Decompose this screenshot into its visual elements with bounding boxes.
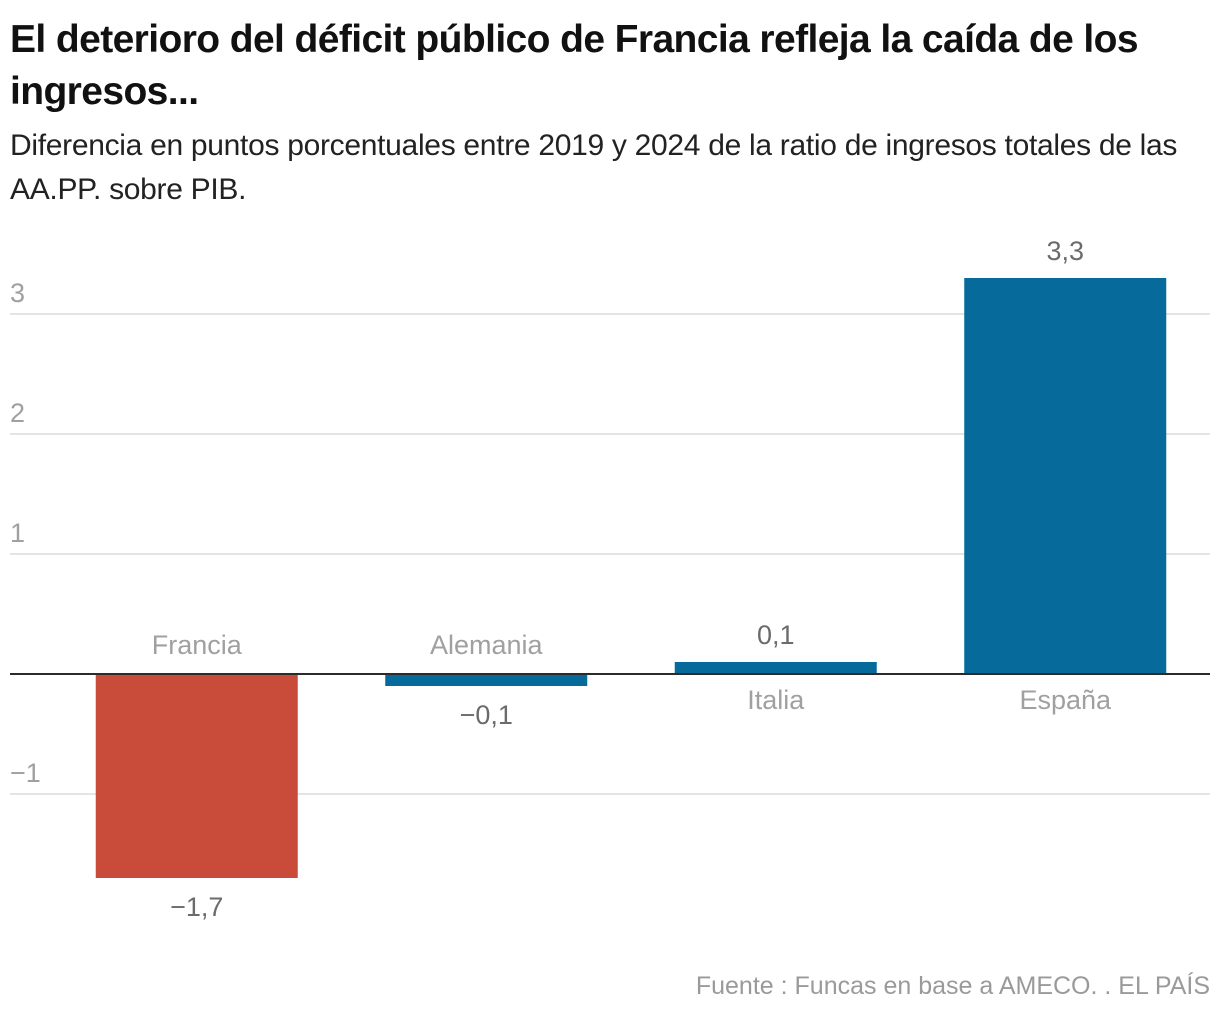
- category-label: Italia: [747, 685, 805, 715]
- bar-italia: [674, 662, 877, 674]
- y-tick-label: 2: [10, 398, 25, 428]
- value-label: 0,1: [757, 620, 795, 650]
- chart-subtitle: Diferencia en puntos porcentuales entre …: [10, 129, 1178, 206]
- bar-alemania: [385, 674, 588, 686]
- y-tick-label: 1: [10, 518, 25, 548]
- value-label: −0,1: [460, 700, 513, 730]
- value-label: 3,3: [1046, 236, 1084, 266]
- bar-francia: [95, 674, 298, 878]
- y-axis-tick-labels: 3 2 1 −1: [10, 278, 41, 788]
- bar-españa: [964, 278, 1167, 674]
- category-label: España: [1019, 685, 1112, 715]
- bars: [95, 278, 1167, 878]
- category-label: Francia: [152, 630, 243, 660]
- labels: −1,7 Francia −0,1 Alemania 0,1 Italia 3,3 Españ…: [152, 236, 1112, 922]
- chart-title: El deterioro del déficit público de Fran…: [10, 18, 1139, 113]
- source-note: Fuente : Funcas en base a AMECO. . EL PA…: [695, 972, 1210, 1000]
- y-tick-label: −1: [10, 758, 41, 788]
- value-label: −1,7: [170, 892, 223, 922]
- y-tick-label: 3: [10, 278, 25, 308]
- category-label: Alemania: [430, 630, 544, 660]
